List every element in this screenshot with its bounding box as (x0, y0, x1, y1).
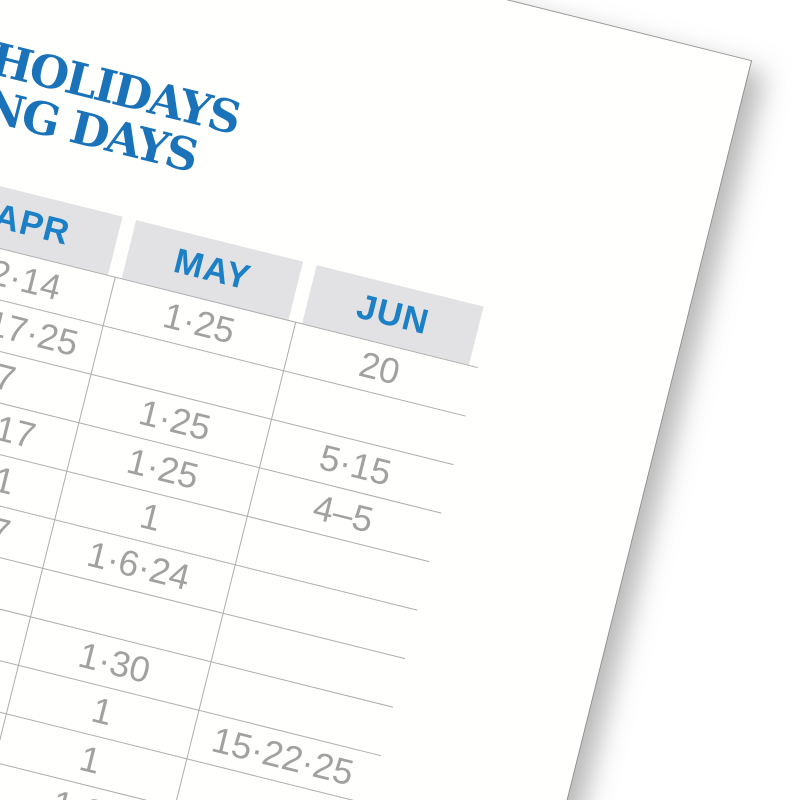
month-label-apr: APR (0, 196, 75, 253)
table-cell-apr-row6: 7 (0, 508, 15, 554)
table-cell-apr-row3: 7 (0, 355, 20, 400)
month-label-may: MAY (170, 241, 255, 298)
table-cell-apr-row5: 1 (0, 458, 19, 503)
table-cell-apr-row4: 17 (0, 406, 40, 457)
paper-sheet: HOLIDAYS NG DAYS APR MAY JUN 2·14 1·25 20 1… (0, 0, 753, 800)
month-label-jun: JUN (352, 286, 434, 343)
table-cell-jun-row9: 15·22·25 (207, 718, 358, 794)
